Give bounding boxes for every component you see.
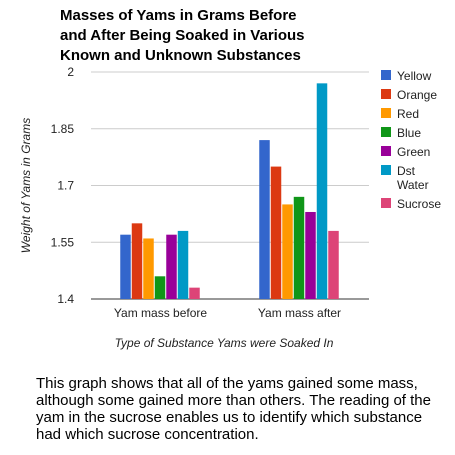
bar (189, 287, 200, 299)
legend-label: Water (397, 178, 429, 192)
bar (166, 234, 177, 299)
legend-swatch (381, 127, 391, 137)
chart-caption: This graph shows that all of the yams ga… (36, 375, 431, 443)
legend-swatch (381, 70, 391, 80)
y-tick-label: 1.85 (51, 122, 75, 136)
bar (143, 238, 154, 299)
chart-title-line: Known and Unknown Substances (60, 47, 301, 64)
bar (177, 230, 189, 299)
bar (120, 234, 131, 299)
legend-label: Blue (397, 126, 421, 140)
bar (282, 204, 293, 299)
x-tick-label: Yam mass before (114, 306, 207, 320)
chart-title-line: Masses of Yams in Grams Before (60, 7, 297, 24)
y-tick-label: 2 (67, 65, 74, 79)
chart-title: Masses of Yams in Grams Before and After… (60, 6, 360, 66)
bar (328, 230, 339, 299)
legend-swatch (381, 165, 391, 175)
x-tick-label: Yam mass after (258, 306, 341, 320)
y-tick-label: 1.55 (51, 235, 75, 249)
legend-swatch (381, 146, 391, 156)
legend-swatch (381, 198, 391, 208)
legend-label: Dst (397, 164, 416, 178)
y-axis-title: Weight of Yams in Grams (19, 118, 33, 253)
x-axis-title: Type of Substance Yams were Soaked In (115, 336, 334, 350)
y-tick-label: 1.7 (57, 179, 74, 193)
bar (131, 223, 143, 299)
bar (316, 83, 328, 299)
bar (305, 211, 316, 299)
legend-label: Orange (397, 88, 437, 102)
bar-chart: 1.4 1.55 1.7 1.85 2 Yam mass before Yam mass a… (19, 65, 441, 350)
legend-swatch (381, 108, 391, 118)
bar (154, 276, 166, 299)
legend-label: Yellow (397, 69, 432, 83)
legend-label: Sucrose (397, 197, 441, 211)
bar (259, 140, 270, 299)
legend-swatch (381, 89, 391, 99)
bar (293, 196, 305, 299)
legend-label: Red (397, 107, 419, 121)
bar (270, 166, 282, 299)
chart-title-line: and After Being Soaked in Various (60, 27, 305, 44)
legend-label: Green (397, 145, 430, 159)
y-tick-label: 1.4 (57, 292, 74, 306)
